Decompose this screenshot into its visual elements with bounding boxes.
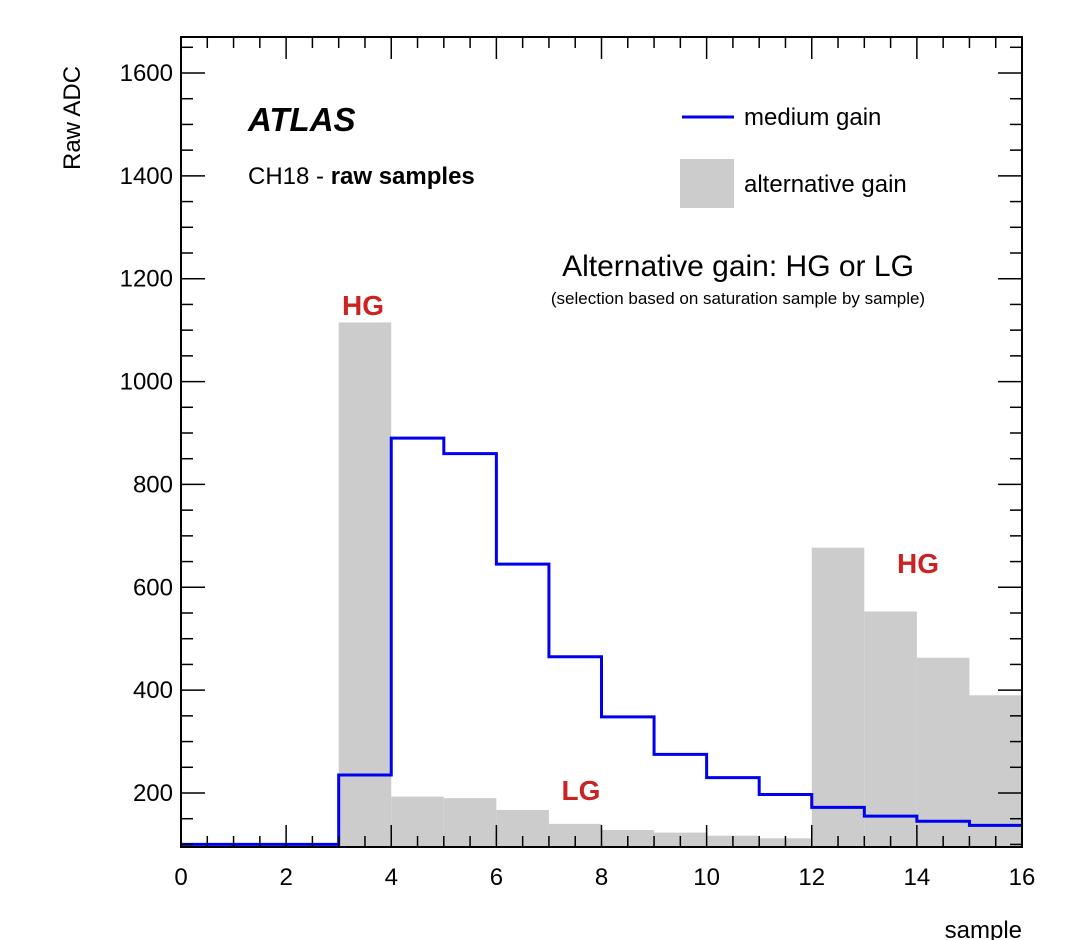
alt-gain-bar — [338, 322, 392, 847]
y-tick-label: 200 — [133, 780, 173, 807]
medium-gain-line — [181, 436, 1022, 846]
hg-annotation-1: HG — [342, 290, 384, 321]
x-tick-label: 6 — [490, 864, 503, 891]
y-tick-label: 600 — [133, 574, 173, 601]
x-tick-label: 10 — [693, 864, 720, 891]
y-tick-label: 1400 — [120, 163, 173, 190]
legend-swatch-alternative-gain — [680, 159, 734, 208]
ticks-layer: 0 2 4 6 8 10 12 14 16 200 400 600 800 1000 1200 1400 160… — [120, 37, 1036, 891]
atlas-label: ATLAS — [247, 101, 356, 138]
channel-bold: raw samples — [331, 163, 475, 190]
y-tick-label: 1600 — [120, 60, 173, 87]
gain-title: Alternative gain: HG or LG — [562, 250, 914, 283]
histogram-layer — [181, 322, 1022, 847]
y-axis-label: Raw ADC — [59, 66, 86, 170]
x-tick-label: 2 — [279, 864, 292, 891]
alt-gain-bar — [916, 657, 970, 847]
x-tick-label: 12 — [798, 864, 825, 891]
legend-label-alternative-gain: alternative gain — [744, 171, 907, 198]
x-tick-label: 4 — [385, 864, 398, 891]
gain-subtitle: (selection based on saturation sample by… — [551, 289, 925, 308]
alt-gain-bar — [969, 695, 1022, 847]
hg-annotation-2: HG — [897, 548, 939, 579]
lg-annotation: LG — [562, 775, 601, 806]
x-tick-label: 14 — [904, 864, 931, 891]
y-tick-label: 1000 — [120, 369, 173, 396]
alt-gain-bar — [548, 823, 602, 847]
x-tick-label: 0 — [174, 864, 187, 891]
legend: medium gain alternative gain — [680, 104, 907, 208]
x-tick-label: 8 — [595, 864, 608, 891]
x-tick-label: 16 — [1009, 864, 1036, 891]
y-tick-label: 400 — [133, 677, 173, 704]
channel-prefix: CH18 - — [248, 163, 331, 190]
x-axis-label: sample — [945, 917, 1022, 940]
legend-label-medium-gain: medium gain — [744, 104, 881, 131]
y-tick-label: 1200 — [120, 266, 173, 293]
y-tick-label: 800 — [133, 471, 173, 498]
alt-gain-bar — [811, 547, 865, 847]
channel-label: CH18 - raw samples — [248, 163, 475, 190]
alt-gain-bar — [864, 611, 917, 847]
